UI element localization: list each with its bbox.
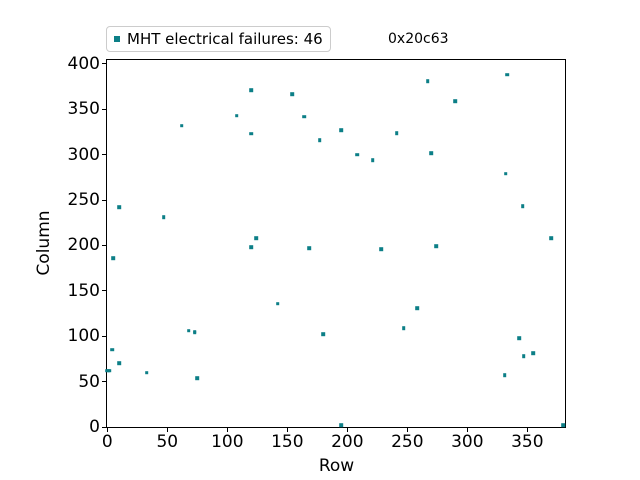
scatter-point (394, 131, 399, 135)
scatter-point (249, 245, 254, 250)
scatter-point (425, 79, 430, 84)
scatter-point (179, 123, 184, 128)
scatter-point (549, 236, 554, 241)
x-tick-mark (166, 428, 168, 432)
scatter-point (193, 330, 197, 335)
scatter-point (254, 236, 258, 241)
x-tick-mark (106, 428, 108, 432)
y-tick-mark (102, 244, 106, 246)
y-tick-mark (102, 199, 106, 201)
scatter-point (117, 205, 122, 210)
x-tick-label: 50 (156, 432, 179, 452)
scatter-point (107, 368, 112, 373)
scatter-point (117, 361, 122, 366)
y-tick-label: 50 (78, 371, 100, 392)
y-tick-label: 350 (67, 99, 100, 120)
scatter-point (110, 348, 114, 352)
scatter-point (370, 158, 375, 162)
x-tick-mark (526, 428, 528, 432)
y-tick-label: 200 (67, 235, 100, 256)
x-tick-mark (226, 428, 228, 432)
x-tick-label: 350 (511, 432, 544, 452)
y-tick-mark (102, 290, 106, 292)
scatter-point (275, 301, 280, 306)
x-tick-label: 200 (331, 432, 364, 452)
scatter-point (249, 132, 254, 136)
scatter-point (531, 351, 536, 356)
scatter-point (561, 423, 566, 427)
legend: MHT electrical failures: 46 (106, 26, 331, 52)
scatter-point (521, 354, 526, 358)
scatter-point (355, 152, 359, 157)
scatter-point (249, 88, 254, 93)
y-tick-label: 250 (67, 190, 100, 211)
y-tick-label: 0 (89, 417, 100, 437)
x-tick-label: 150 (271, 432, 304, 452)
scatter-point (505, 73, 509, 77)
x-tick-mark (466, 428, 468, 432)
scatter-point (317, 138, 322, 143)
scatter-point (195, 376, 200, 380)
scatter-point (503, 172, 508, 176)
y-tick-mark (102, 426, 106, 428)
scatter-point (517, 336, 521, 340)
scatter-point (187, 329, 191, 333)
x-axis-label: Row (318, 456, 355, 476)
y-tick-mark (102, 335, 106, 337)
scatter-point (111, 256, 116, 260)
legend-label: MHT electrical failures: 46 (127, 30, 323, 48)
y-tick-label: 300 (67, 144, 100, 165)
x-tick-mark (346, 428, 348, 432)
scatter-point (235, 113, 239, 118)
x-tick-label: 100 (211, 432, 244, 452)
x-tick-label: 300 (451, 432, 484, 452)
y-tick-mark (102, 154, 106, 156)
scatter-point (415, 306, 419, 310)
y-tick-mark (102, 63, 106, 65)
scatter-point (145, 370, 149, 375)
legend-marker-icon (114, 36, 120, 42)
scatter-point (453, 99, 458, 103)
scatter-point (161, 215, 166, 220)
y-tick-mark (102, 108, 106, 110)
scatter-point (401, 326, 406, 330)
scatter-point (302, 114, 306, 119)
x-tick-mark (406, 428, 408, 432)
y-tick-label: 100 (67, 326, 100, 347)
annotation-text: 0x20c63 (388, 31, 449, 47)
y-tick-label: 150 (67, 280, 100, 301)
scatter-point (321, 332, 326, 337)
x-tick-mark (286, 428, 288, 432)
scatter-point (502, 373, 507, 378)
scatter-point (339, 423, 344, 427)
scatter-point (290, 92, 294, 96)
y-tick-mark (102, 381, 106, 383)
y-tick-label: 400 (67, 53, 100, 74)
x-tick-label: 0 (101, 432, 113, 452)
scatter-point (434, 244, 438, 249)
scatter-point (520, 204, 525, 209)
scatter-point (429, 151, 434, 155)
plot-area (105, 59, 566, 428)
scatter-point (379, 247, 383, 251)
x-tick-label: 250 (391, 432, 424, 452)
scatter-point (307, 246, 311, 251)
scatter-point (339, 128, 344, 133)
